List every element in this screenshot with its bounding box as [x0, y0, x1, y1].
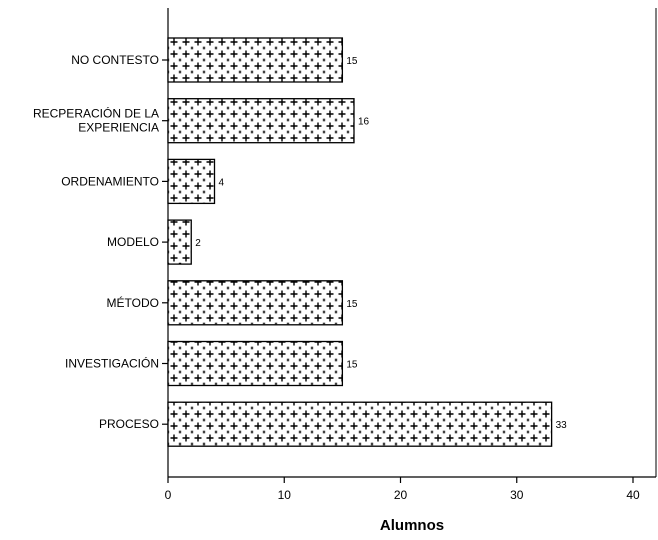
category-labels: NO CONTESTO RECPERACIÓN DE LA EXPERIENCIA O…	[33, 53, 168, 431]
bar-4	[167, 280, 344, 326]
x-axis-title: Alumnos	[380, 517, 444, 534]
bar-1	[167, 98, 355, 144]
category-label-1: RECPERACIÓN DE LA EXPERIENCIA	[33, 106, 159, 135]
data-label-6: 33	[556, 420, 568, 431]
data-label-1: 16	[358, 117, 370, 128]
category-label-2: ORDENAMIENTO	[61, 174, 159, 188]
x-tick-label-2: 20	[394, 488, 408, 502]
x-tick-label-4: 40	[626, 488, 640, 502]
category-label-5: INVESTIGACIÓN	[65, 356, 159, 371]
x-tick-label-1: 10	[278, 488, 292, 502]
x-axis-ticks: 0 10 20 30 40	[165, 477, 640, 502]
x-tick-label-0: 0	[165, 488, 172, 502]
data-label-2: 4	[219, 177, 225, 188]
bar-5	[167, 340, 344, 387]
data-label-5: 15	[346, 360, 358, 371]
category-label-6: PROCESO	[99, 417, 159, 431]
bars: 15 16 4 2 15 15 33	[167, 37, 568, 447]
data-label-3: 2	[195, 238, 201, 249]
bar-2	[167, 158, 216, 205]
bar-6	[167, 401, 553, 447]
bar-3	[167, 219, 192, 265]
data-label-0: 15	[346, 56, 358, 67]
category-label-4: MÉTODO	[107, 295, 159, 310]
category-label-3: MODELO	[107, 235, 159, 249]
data-label-4: 15	[346, 299, 358, 310]
x-tick-label-3: 30	[510, 488, 524, 502]
bar-0	[167, 37, 344, 83]
category-label-0: NO CONTESTO	[71, 53, 159, 67]
